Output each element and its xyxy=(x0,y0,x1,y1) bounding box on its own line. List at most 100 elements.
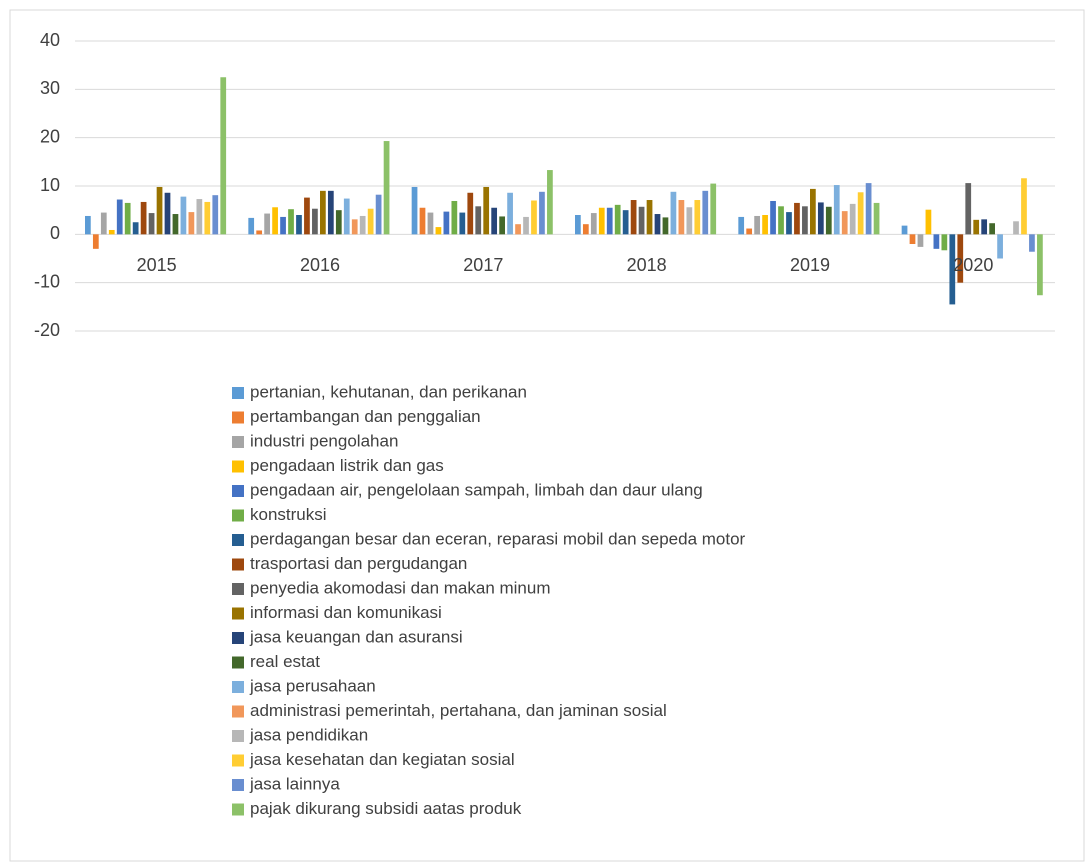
legend-swatch xyxy=(232,681,244,693)
bar xyxy=(343,198,350,235)
bar xyxy=(116,199,123,235)
bar xyxy=(598,207,605,235)
bar xyxy=(85,215,91,235)
bar xyxy=(92,234,99,249)
bar xyxy=(212,195,219,235)
y-tick-label: 20 xyxy=(40,126,60,146)
bar xyxy=(670,191,677,235)
legend-swatch xyxy=(232,485,244,497)
bar xyxy=(754,215,760,235)
bar xyxy=(411,186,418,235)
bar xyxy=(901,225,908,235)
bar xyxy=(483,186,490,235)
bar xyxy=(359,215,366,235)
bar xyxy=(1021,178,1027,235)
bar xyxy=(590,213,597,235)
bar xyxy=(949,234,956,305)
bar xyxy=(475,206,482,235)
legend-swatch xyxy=(232,803,244,816)
bar xyxy=(188,212,195,235)
legend-label: pengadaan listrik dan gas xyxy=(250,456,444,475)
bar xyxy=(575,215,581,235)
bar xyxy=(762,215,768,235)
bar xyxy=(248,217,255,235)
bar xyxy=(794,202,800,235)
bar xyxy=(491,207,498,235)
bar xyxy=(981,219,988,235)
bar xyxy=(933,234,940,249)
bar xyxy=(100,212,107,235)
bar xyxy=(272,207,278,235)
legend-label: pertanian, kehutanan, dan perikanan xyxy=(250,382,527,401)
bar xyxy=(941,234,948,251)
bar xyxy=(917,234,924,247)
bar xyxy=(873,202,880,235)
bar xyxy=(802,206,808,235)
y-tick-label: 10 xyxy=(40,175,60,195)
bar xyxy=(973,219,980,235)
bar xyxy=(288,209,294,235)
bar xyxy=(507,192,513,235)
bar xyxy=(702,190,709,235)
bar xyxy=(539,191,545,235)
bar xyxy=(156,186,163,235)
legend-label: pengadaan air, pengelolaan sampah, limba… xyxy=(250,480,703,499)
bar xyxy=(965,183,972,235)
legend-swatch xyxy=(232,509,244,522)
bar xyxy=(148,213,155,235)
legend-swatch xyxy=(232,779,244,791)
bar xyxy=(865,183,872,235)
bar xyxy=(857,192,864,235)
legend-label: industri pengolahan xyxy=(250,431,398,450)
x-tick-label: 2016 xyxy=(300,255,340,275)
bar xyxy=(547,170,553,235)
bar xyxy=(531,200,537,235)
legend-swatch xyxy=(232,730,244,742)
bar xyxy=(108,229,115,235)
bar xyxy=(220,77,227,235)
bar xyxy=(304,197,310,235)
bar xyxy=(164,192,171,235)
bar xyxy=(351,219,358,235)
bar xyxy=(582,224,589,235)
bar xyxy=(296,215,302,235)
legend-label: penyedia akomodasi dan makan minum xyxy=(250,578,551,597)
legend-swatch xyxy=(232,656,244,669)
bar xyxy=(710,183,717,235)
bar xyxy=(746,228,753,235)
bar xyxy=(515,224,521,235)
bar xyxy=(132,222,139,235)
bar xyxy=(140,201,147,235)
legend-label: jasa lainnya xyxy=(249,774,340,793)
x-tick-label: 2020 xyxy=(953,255,993,275)
legend-label: pajak dikurang subsidi aatas produk xyxy=(250,799,522,818)
bar xyxy=(204,201,211,235)
x-tick-label: 2018 xyxy=(627,255,667,275)
x-tick-label: 2019 xyxy=(790,255,830,275)
bar xyxy=(435,227,442,235)
bar xyxy=(957,234,964,283)
bar xyxy=(646,200,653,235)
bar xyxy=(1013,221,1019,235)
legend-swatch xyxy=(232,754,244,767)
bar xyxy=(451,200,458,235)
legend-swatch xyxy=(232,534,244,546)
legend-label: jasa perusahaan xyxy=(249,676,376,695)
bar xyxy=(614,204,621,235)
bar xyxy=(1029,234,1035,252)
y-tick-label: -20 xyxy=(34,320,60,340)
bar xyxy=(196,199,203,235)
bar xyxy=(817,202,824,235)
bar xyxy=(1037,234,1043,296)
bar xyxy=(312,208,318,235)
legend-swatch xyxy=(232,607,244,620)
bar xyxy=(320,190,326,235)
bar xyxy=(264,213,270,235)
bar xyxy=(523,216,529,235)
bar xyxy=(443,211,450,235)
bar xyxy=(694,200,701,235)
bar xyxy=(606,207,613,235)
bar xyxy=(638,206,645,235)
y-tick-label: 30 xyxy=(40,78,60,98)
